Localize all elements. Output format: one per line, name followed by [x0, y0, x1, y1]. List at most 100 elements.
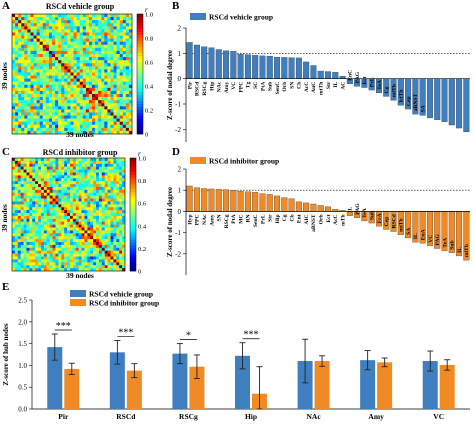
- heatmap-cell: [58, 178, 62, 182]
- heatmap-cell: [107, 38, 111, 42]
- heatmap-cell: [95, 121, 99, 126]
- heatmap-cell: [116, 127, 120, 132]
- heatmap-cell: [96, 224, 100, 228]
- heatmap-cell: [69, 158, 74, 162]
- heatmap-cell: [79, 118, 84, 122]
- heatmap-cell: [52, 38, 56, 42]
- heatmap-cell: [55, 32, 59, 36]
- heatmap-cell: [95, 97, 99, 101]
- heatmap-cell: [70, 32, 74, 36]
- heatmap-cell: [45, 44, 50, 49]
- heatmap-cell: [101, 204, 105, 208]
- heatmap-cell: [58, 207, 62, 211]
- heatmap-cell: [101, 35, 105, 39]
- heatmap-cell: [73, 17, 77, 21]
- heatmap-cell: [52, 106, 56, 110]
- heatmap-cell: [29, 259, 33, 263]
- colorbar-segment: [137, 26, 143, 30]
- heatmap-cell: [32, 186, 36, 191]
- category-label: VC: [231, 82, 237, 90]
- heatmap-cell: [26, 210, 30, 214]
- heatmap-cell: [104, 23, 108, 27]
- heatmap-cell: [38, 265, 42, 269]
- heatmap-cell: [73, 103, 77, 107]
- heatmap-cell: [39, 57, 44, 61]
- heatmap-cell: [90, 192, 94, 196]
- heatmap-cell: [101, 247, 105, 251]
- heatmap-cell: [58, 175, 62, 179]
- heatmap-cell: [128, 20, 133, 24]
- heatmap-cell: [61, 72, 65, 76]
- heatmap-cell: [98, 69, 102, 73]
- heatmap-cell: [12, 81, 16, 86]
- heatmap-cell: [104, 115, 108, 119]
- bar: [193, 44, 200, 79]
- heatmap-cell: [42, 115, 47, 119]
- heatmap-cell: [70, 60, 74, 64]
- heatmap-cell: [26, 175, 30, 179]
- heatmap-cell: [67, 262, 71, 266]
- heatmap-cell: [21, 26, 25, 30]
- heatmap-cell: [72, 207, 76, 211]
- bar: [295, 201, 302, 212]
- heatmap-cell: [76, 26, 80, 30]
- heatmap-cell: [70, 17, 74, 21]
- category-label: TeA: [362, 208, 368, 218]
- heatmap-cell: [87, 215, 91, 220]
- heatmap-cell: [33, 14, 37, 18]
- heatmap-cell: [84, 192, 88, 196]
- heatmap-cell: [48, 109, 53, 113]
- heatmap-cell: [101, 166, 105, 170]
- heatmap-cell: [76, 130, 80, 135]
- heatmap-cell: [15, 50, 19, 55]
- heatmap-cell: [76, 20, 80, 24]
- heatmap-cell: [55, 97, 59, 101]
- heatmap-cell: [40, 221, 45, 225]
- heatmap-cell: [23, 224, 27, 228]
- heatmap-cell: [20, 201, 24, 205]
- heatmap-cell: [55, 41, 59, 46]
- heatmap-cell: [128, 35, 133, 39]
- heatmap-cell: [55, 127, 59, 132]
- heatmap-cell: [104, 259, 108, 263]
- heatmap-cell: [107, 181, 111, 185]
- heatmap-cell: [113, 84, 117, 89]
- heatmap-cell: [70, 78, 74, 82]
- heatmap-cell: [93, 181, 97, 185]
- heatmap-cell: [46, 160, 50, 165]
- panel-letter: D: [172, 146, 180, 158]
- heatmap-cell: [55, 184, 59, 188]
- category-label: Amy: [224, 81, 230, 93]
- heatmap-cell: [67, 198, 71, 202]
- heatmap-cell: [12, 213, 16, 217]
- bar: [274, 195, 281, 212]
- heatmap-cell: [48, 32, 53, 36]
- heatmap-cell: [92, 29, 96, 33]
- heatmap-cell: [122, 20, 127, 24]
- heatmap-cell: [107, 210, 111, 214]
- heatmap-cell: [12, 72, 16, 76]
- heatmap-cell: [72, 262, 76, 266]
- heatmap-cell: [81, 169, 85, 173]
- heatmap-cell: [96, 218, 100, 222]
- heatmap-cell: [110, 87, 114, 92]
- heatmap-cell: [75, 204, 79, 208]
- heatmap-cell: [81, 259, 85, 263]
- heatmap-cell: [92, 72, 96, 76]
- heatmap-cell: [104, 60, 108, 64]
- heatmap-cell: [64, 175, 68, 179]
- heatmap-cell: [52, 14, 56, 18]
- heatmap-cell: [30, 72, 34, 76]
- heatmap-cell: [93, 186, 97, 191]
- heatmap-cell: [70, 81, 74, 86]
- heatmap-cell: [17, 268, 21, 272]
- heatmap-cell: [64, 210, 68, 214]
- heatmap-cell: [38, 262, 42, 266]
- heatmap-cell: [32, 166, 36, 170]
- heatmap-cell: [46, 201, 50, 205]
- heatmap-cell: [98, 32, 102, 36]
- heatmap-cell: [122, 215, 126, 220]
- bar: [332, 72, 339, 79]
- heatmap-cell: [49, 242, 53, 246]
- category-label: mlTh: [464, 243, 470, 257]
